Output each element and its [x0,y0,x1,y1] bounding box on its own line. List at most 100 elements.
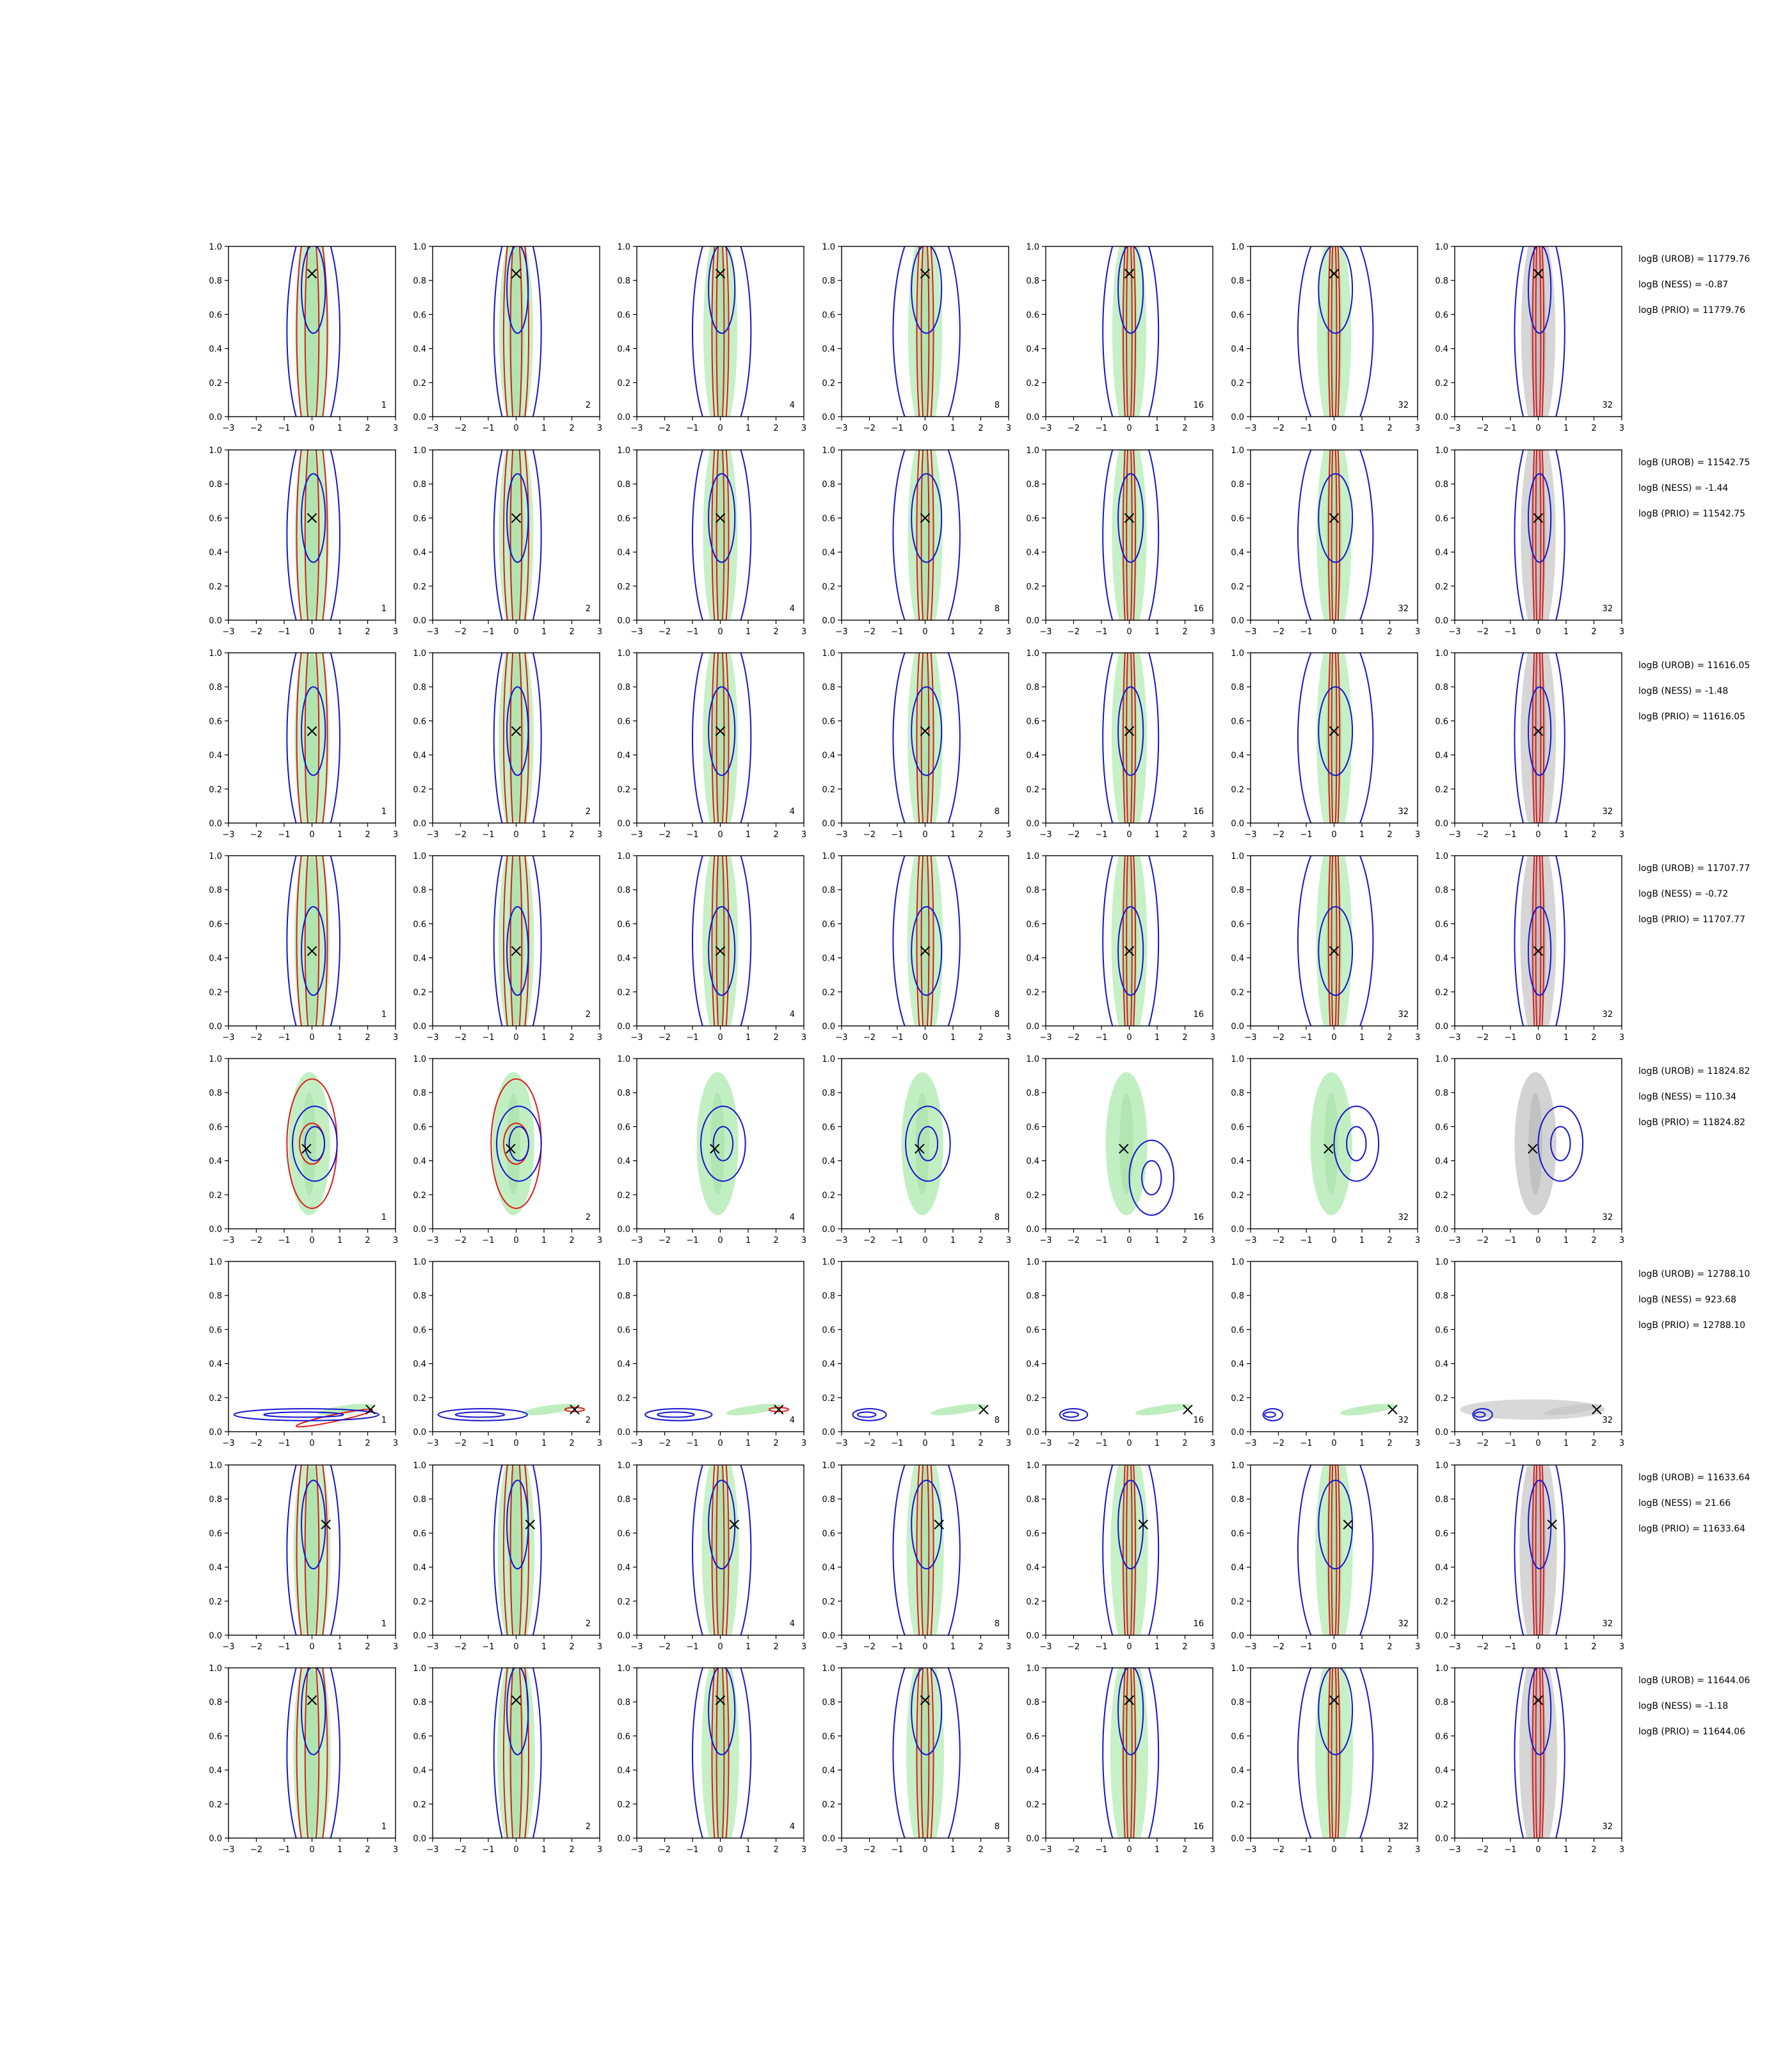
density-grey [1460,1399,1605,1420]
y-tick-label: 0.4 [1026,1360,1039,1370]
y-tick-label: 1.0 [413,1461,426,1471]
blue-contour-outer [1514,1465,1565,1635]
logb-text: logB (UROB) = 12788.10 [1638,1269,1750,1279]
contours [286,246,340,417]
y-tick-label: 1.0 [822,446,835,456]
contours [1297,1668,1374,1838]
subplot-r7-c3: −3 −2 −1 0 1 2 3 0.0 0.2 0.4 0.6 0.8 1.0 4 [617,1461,806,1652]
x-axis: −3 −2 −1 0 1 2 3 [1244,1635,1420,1652]
x-axis: −3 −2 −1 0 1 2 3 [426,1635,602,1652]
truth-marker [307,726,317,737]
x-tick-label: −3 [835,830,847,840]
x-tick-label: 0 [1535,424,1540,433]
y-tick-label: 0.0 [209,1834,222,1844]
y-tick-label: 0.6 [1231,1123,1244,1132]
x-tick-label: 3 [597,830,602,840]
panel-number: 16 [1193,1619,1204,1629]
contours [493,1465,542,1635]
y-tick-label: 0.4 [209,1157,222,1167]
blue-contour-inner [506,686,529,776]
blue-contour-outer [233,1408,380,1421]
density-inner [712,653,728,823]
x-tick-label: −3 [1039,424,1052,433]
x-axis: −3 −2 −1 0 1 2 3 [426,1026,602,1043]
y-tick-label: 0.4 [1231,1766,1244,1776]
y-tick-label: 0.4 [822,548,835,558]
blue-contour-inner [506,1668,529,1756]
x-axis: −3 −2 −1 0 1 2 3 [222,620,398,637]
y-tick-label: 0.2 [413,1394,426,1404]
y-tick-label: 1.0 [1026,852,1039,861]
blue-contour-inner [1528,906,1552,996]
x-tick-label: −2 [1476,1033,1489,1043]
y-tick-label: 0.2 [1026,785,1039,795]
y-tick-label: 0.8 [209,1698,222,1708]
contours [286,856,340,1026]
blue-contour-outer [1514,1668,1565,1838]
y-tick-label: 1.0 [1231,649,1244,659]
blue-contour-outer [437,1408,528,1421]
x-tick-label: −3 [1039,1236,1052,1245]
y-axis: 0.0 0.2 0.4 0.6 0.8 1.0 [1231,649,1251,829]
y-tick-label: 0.0 [413,413,426,422]
truth-marker [715,726,726,737]
x-tick-label: 3 [597,1439,602,1448]
blue-contour-inner [1346,1126,1367,1162]
x-tick-label: −1 [482,1642,494,1652]
y-axis: 0.0 0.2 0.4 0.6 0.8 1.0 [1231,446,1251,626]
logb-annotations-r8: logB (UROB) = 11644.06 logB (NESS) = -1.1… [1638,1676,1750,1737]
y-tick-label: 0.6 [617,1529,630,1539]
red-contour-inner [1535,856,1542,1026]
x-tick-label: 2 [365,1236,370,1245]
y-tick-label: 0.6 [1231,717,1244,726]
y-axis: 0.0 0.2 0.4 0.6 0.8 1.0 [617,446,637,626]
x-tick-label: 1 [541,1845,547,1855]
x-tick-label: −2 [1272,1033,1284,1043]
x-tick-label: −2 [250,830,262,840]
y-tick-label: 0.8 [1231,480,1244,490]
x-tick-label: −1 [686,1236,698,1245]
y-axis: 0.0 0.2 0.4 0.6 0.8 1.0 [209,446,228,626]
panel-number: 32 [1398,1416,1409,1425]
x-tick-label: 0 [1126,1642,1132,1652]
y-tick-label: 0.8 [413,1495,426,1505]
x-tick-label: −3 [426,424,438,433]
y-tick-label: 0.6 [209,1529,222,1539]
y-tick-label: 0.8 [1231,276,1244,286]
blue-contour-outer [692,856,752,1026]
red-contour-outer [564,1407,586,1412]
x-tick-label: 2 [978,830,983,840]
red-contour-outer [502,1668,530,1838]
x-tick-label: −3 [1448,1439,1460,1448]
y-tick-label: 0.4 [413,548,426,558]
contours [1514,450,1565,620]
x-tick-label: −3 [426,1439,438,1448]
logb-text: logB (PRIO) = 11707.77 [1638,915,1745,925]
truth-marker [1124,513,1135,524]
y-tick-label: 0.0 [209,1631,222,1641]
y-tick-label: 0.8 [209,480,222,490]
y-tick-label: 0.4 [413,345,426,355]
x-tick-label: 2 [1182,1033,1187,1043]
subplot-r8-c6: −3 −2 −1 0 1 2 3 0.0 0.2 0.4 0.6 0.8 1.0 32 [1231,1664,1420,1855]
logb-text: logB (PRIO) = 11824.82 [1638,1117,1745,1128]
x-tick-label: 3 [801,1845,806,1855]
subplot-r1-c3: −3 −2 −1 0 1 2 3 0.0 0.2 0.4 0.6 0.8 1.0 4 [617,243,806,433]
x-tick-label: −2 [659,627,671,637]
red-contour-inner [509,1465,523,1635]
x-tick-label: 3 [1619,424,1624,433]
y-tick-label: 0.0 [1026,1834,1039,1844]
x-tick-label: −1 [1504,1845,1516,1855]
blue-contour-outer [692,1668,752,1838]
y-tick-label: 0.6 [617,717,630,726]
x-tick-label: 1 [1155,1642,1160,1652]
blue-contour-inner [508,1126,530,1162]
y-tick-label: 0.0 [1435,819,1448,829]
y-tick-label: 0.6 [413,1529,426,1539]
blue-contour-inner [454,1411,506,1418]
blue-contour-inner [301,246,326,334]
x-tick-label: 2 [978,627,983,637]
y-tick-label: 1.0 [617,1055,630,1064]
blue-contour-inner [1318,1479,1354,1570]
y-tick-label: 0.4 [822,954,835,964]
